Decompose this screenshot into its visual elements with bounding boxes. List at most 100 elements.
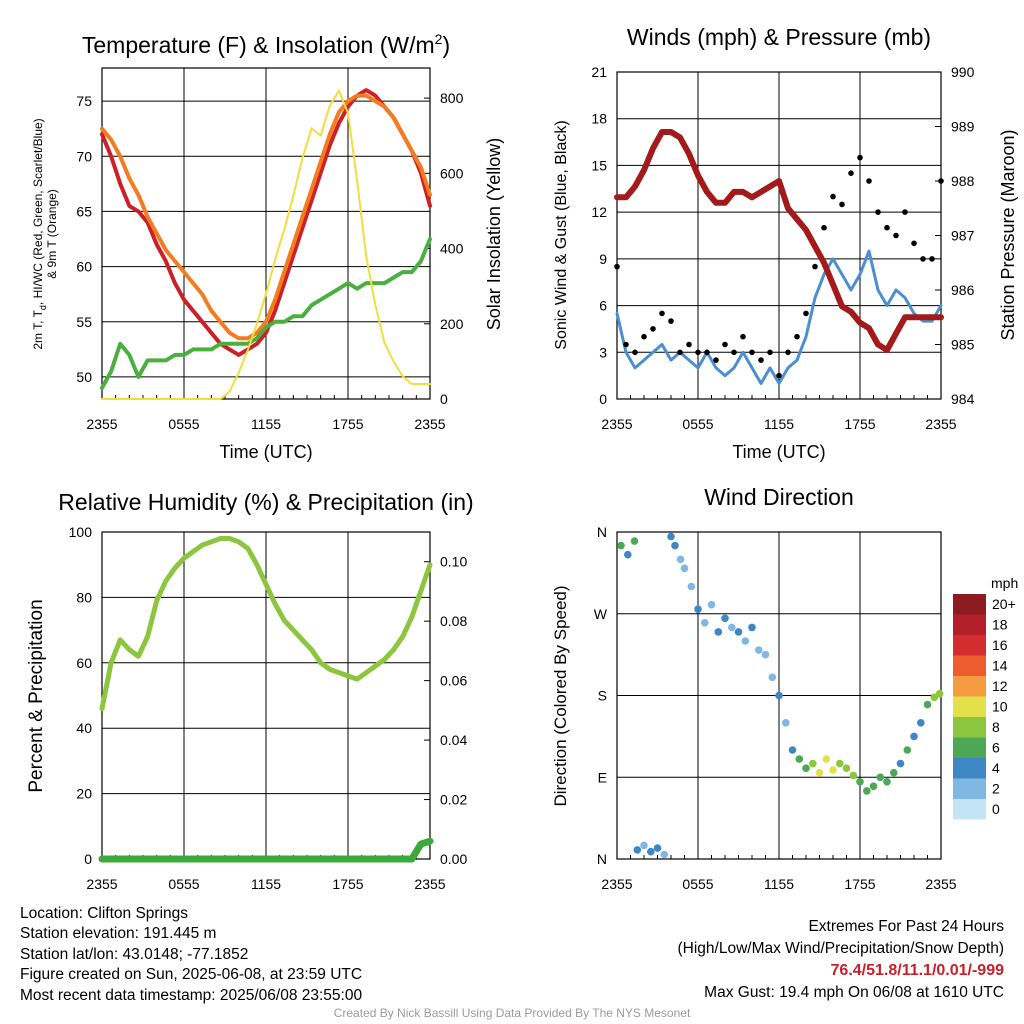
y-label-part: 2m T, T <box>31 309 45 349</box>
direction-point <box>707 600 716 609</box>
direction-point <box>728 623 736 632</box>
created-text: Figure created on Sun, 2025-06-08, at 23… <box>20 966 363 984</box>
legend-swatch <box>953 594 986 615</box>
chart-title: Temperature (F) & Insolation (W/m2) <box>82 31 450 58</box>
y-axis-label: Percent & Precipitation <box>26 599 47 792</box>
y-tick-label: 65 <box>76 203 92 219</box>
y-tick-label: 40 <box>76 720 92 736</box>
direction-point <box>748 623 756 632</box>
y-tick-label: 50 <box>76 369 92 385</box>
x-tick-label: 2355 <box>86 876 117 892</box>
direction-point <box>624 550 632 559</box>
y-tick-label: N <box>597 851 607 867</box>
station-info: Location: Clifton Springs Station elevat… <box>20 904 362 1006</box>
gust-point <box>749 349 755 356</box>
y-axis-label: Direction (Colored By Speed) <box>551 585 570 806</box>
direction-point <box>829 766 837 774</box>
temperature-panel: 2355 0555 1155 1755 2355 50 55 60 65 70 75 0 200 400 6… <box>31 31 504 462</box>
humidity-panel: 2355 0555 1155 1755 2355 0 20 40 60 80 100 0.00 0.02… <box>26 489 474 892</box>
gust-point <box>632 349 638 356</box>
y-tick-label: 0 <box>599 391 607 407</box>
elevation-text: Station elevation: 191.445 m <box>20 925 217 943</box>
y2-tick-label: 988 <box>951 173 975 189</box>
location-text: Location: Clifton Springs <box>20 905 189 922</box>
y-tick-label: 9 <box>599 251 607 267</box>
gust-point <box>857 154 863 161</box>
y2-tick-label: 600 <box>440 165 464 181</box>
x-tick-label: 0555 <box>168 876 199 892</box>
y-tick-label: 3 <box>599 344 607 360</box>
gust-point <box>668 318 674 324</box>
gust-point <box>812 263 818 270</box>
legend-label: 6 <box>992 740 1000 756</box>
max-gust-text: Max Gust: 19.4 mph On 06/08 at 1610 UTC <box>704 984 1004 1001</box>
gust-point <box>920 256 926 262</box>
direction-point <box>809 759 817 768</box>
y-tick-label: 60 <box>76 655 92 671</box>
direction-point <box>761 650 770 659</box>
direction-point <box>876 773 885 782</box>
direction-point <box>896 759 905 768</box>
title-part: ) <box>442 32 450 58</box>
y-axis-label: Sonic Wind & Gust (Blue, Black) <box>553 120 570 349</box>
y-tick-label: 20 <box>76 786 92 802</box>
direction-point <box>842 764 851 772</box>
y-tick-label: 70 <box>76 148 92 164</box>
gust-point <box>704 349 710 356</box>
extremes-values: 76.4/51.8/11.1/0.01/-999 <box>830 962 1004 979</box>
chart-title: Winds (mph) & Pressure (mb) <box>627 24 931 50</box>
x-tick-label: 1155 <box>251 416 281 432</box>
gust-point <box>650 326 656 332</box>
legend-swatch <box>953 799 986 820</box>
direction-point <box>694 605 702 613</box>
x-tick-label: 2355 <box>925 416 956 432</box>
extremes-box: Extremes For Past 24 Hours (High/Low/Max… <box>678 916 1005 1004</box>
x-tick-label: 1755 <box>844 416 875 432</box>
gust-point <box>938 178 944 184</box>
y2-tick-label: 985 <box>951 337 975 353</box>
legend-label: 18 <box>992 617 1008 633</box>
x-axis-label: Time (UTC) <box>732 442 825 462</box>
y2-tick-label: 0.02 <box>440 792 467 808</box>
direction-point <box>775 691 783 700</box>
chart-title: Relative Humidity (%) & Precipitation (i… <box>58 489 473 515</box>
gust-point <box>866 178 872 184</box>
direction-point <box>890 768 898 777</box>
y-tick-label: N <box>597 524 607 540</box>
direction-point <box>883 778 891 786</box>
y-tick-label: E <box>598 769 607 785</box>
gust-point <box>731 349 737 356</box>
x-tick-label: 2355 <box>414 876 445 892</box>
y2-tick-label: 990 <box>951 64 975 80</box>
direction-point <box>815 768 824 777</box>
gust-point <box>677 349 683 356</box>
direction-point <box>687 582 696 591</box>
direction-point <box>856 778 864 786</box>
direction-point <box>836 759 844 768</box>
y2-tick-label: 0 <box>440 391 448 407</box>
y-tick-label: 100 <box>69 524 93 540</box>
y2-tick-label: 984 <box>951 391 975 407</box>
x-tick-label: 1755 <box>332 876 363 892</box>
direction-point <box>667 532 675 541</box>
y-tick-label: S <box>598 688 607 704</box>
gust-point <box>695 349 701 356</box>
gust-point <box>794 333 800 340</box>
gust-point <box>740 333 746 340</box>
x-tick-label: 2355 <box>86 416 117 432</box>
direction-point <box>647 847 655 856</box>
direction-point <box>802 764 810 772</box>
credit-text: Created By Nick Bassill Using Data Provi… <box>333 1006 691 1020</box>
direction-point <box>930 693 939 702</box>
y-tick-label: 80 <box>76 589 92 605</box>
plot-frame <box>616 71 942 400</box>
direction-point <box>714 628 723 636</box>
x-tick-label: 1755 <box>332 416 363 432</box>
green-series-line <box>100 237 432 390</box>
winds-panel: 2355 0555 1155 1755 2355 0 3 6 9 12 15 18 21 984 985 98… <box>553 24 1018 462</box>
x-tick-label: 2355 <box>414 416 445 432</box>
legend-swatch <box>953 737 986 758</box>
gust-point <box>875 209 881 215</box>
legend-label: 20+ <box>992 596 1016 612</box>
